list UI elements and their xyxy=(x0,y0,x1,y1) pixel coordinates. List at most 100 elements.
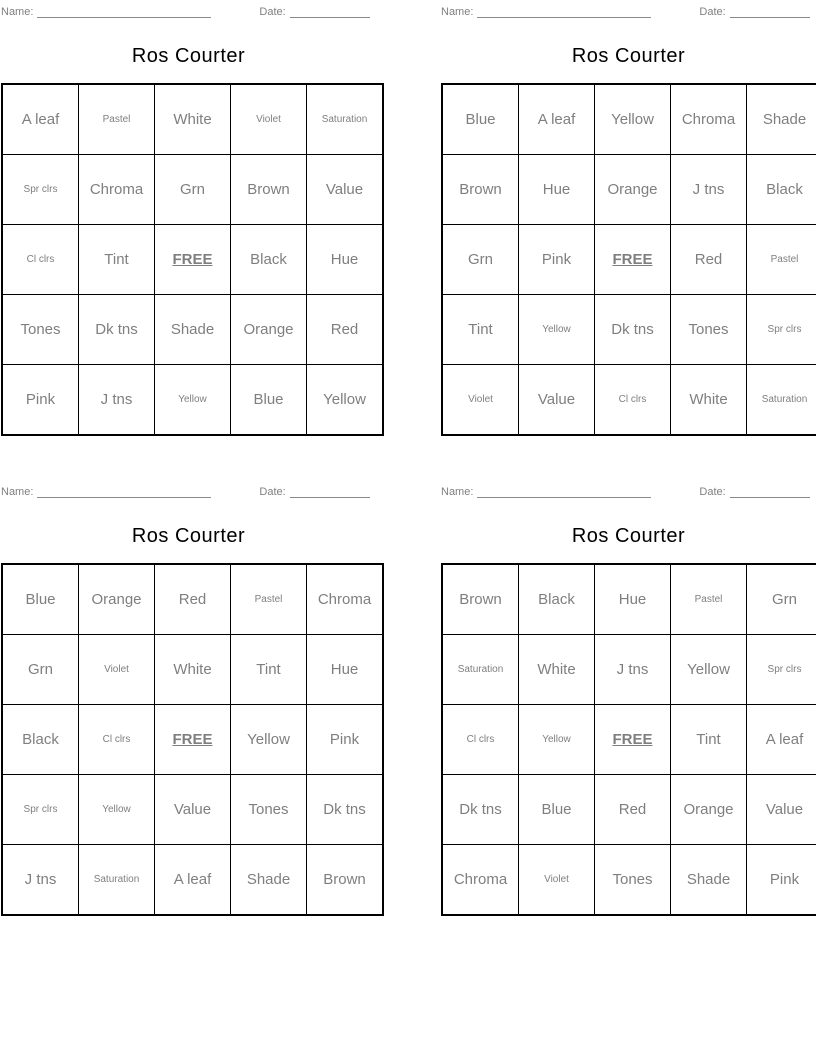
grid-row: Violet Value Cl clrs White Saturation xyxy=(441,364,816,436)
free-cell: FREE xyxy=(154,704,231,775)
bingo-cell: Shade xyxy=(670,844,747,916)
card-header: Name: Date: xyxy=(1,2,376,18)
bingo-cell: Hue xyxy=(306,224,384,295)
bingo-cell: Saturation xyxy=(306,83,384,155)
card-title: Ros Courter xyxy=(131,45,246,67)
name-line xyxy=(37,485,212,498)
bingo-cell: A leaf xyxy=(518,83,595,155)
card-title: Ros Courter xyxy=(571,525,686,547)
bingo-cell: Pink xyxy=(518,224,595,295)
grid-row: Saturation White J tns Yellow Spr clrs xyxy=(441,634,816,705)
bingo-cell: Blue xyxy=(230,364,307,436)
bingo-cell: Red xyxy=(306,294,384,365)
bingo-cell: Yellow xyxy=(230,704,307,775)
card-header: Name: Date: xyxy=(441,2,816,18)
bingo-cell: Chroma xyxy=(670,83,747,155)
bingo-cell: Tones xyxy=(1,294,79,365)
name-label: Name: xyxy=(441,6,474,18)
bingo-cell: Value xyxy=(306,154,384,225)
free-cell: FREE xyxy=(594,224,671,295)
bingo-cell: Red xyxy=(670,224,747,295)
bingo-cell: Saturation xyxy=(78,844,155,916)
bingo-cell: Pastel xyxy=(78,83,155,155)
bingo-cell: Orange xyxy=(670,774,747,845)
bingo-cell: Spr clrs xyxy=(746,294,816,365)
bingo-grid: Blue A leaf Yellow Chroma Shade Brown Hue Orang… xyxy=(441,83,816,436)
grid-row: Pink J tns Yellow Blue Yellow xyxy=(1,364,384,436)
bingo-cell: Yellow xyxy=(78,774,155,845)
name-line xyxy=(477,485,652,498)
bingo-cell: Dk tns xyxy=(306,774,384,845)
bingo-cell: Red xyxy=(594,774,671,845)
bingo-cell: Hue xyxy=(518,154,595,225)
free-cell: FREE xyxy=(594,704,671,775)
date-line xyxy=(289,485,370,498)
bingo-cell: Pastel xyxy=(746,224,816,295)
name-line xyxy=(477,5,652,18)
bingo-cell: Orange xyxy=(230,294,307,365)
bingo-cell: Grn xyxy=(1,634,79,705)
bingo-cell: Shade xyxy=(154,294,231,365)
grid-row: J tns Saturation A leaf Shade Brown xyxy=(1,844,384,916)
card-title: Ros Courter xyxy=(571,45,686,67)
bingo-cell: Spr clrs xyxy=(1,774,79,845)
bingo-cell: Hue xyxy=(306,634,384,705)
bingo-cell: Yellow xyxy=(670,634,747,705)
bingo-cell: Yellow xyxy=(594,83,671,155)
bingo-cell: Brown xyxy=(441,563,519,635)
bingo-cell: Orange xyxy=(594,154,671,225)
bingo-cell: Pastel xyxy=(670,563,747,635)
grid-row: Grn Violet White Tint Hue xyxy=(1,634,384,705)
bingo-cell: Yellow xyxy=(518,294,595,365)
bingo-cell: Violet xyxy=(518,844,595,916)
bingo-cell: Blue xyxy=(1,563,79,635)
bingo-cell: Pink xyxy=(1,364,79,436)
bingo-cell: Cl clrs xyxy=(594,364,671,436)
grid-row: A leaf Pastel White Violet Saturation xyxy=(1,83,384,155)
bingo-cell: A leaf xyxy=(746,704,816,775)
bingo-cell: A leaf xyxy=(1,83,79,155)
bingo-cell: Hue xyxy=(594,563,671,635)
bingo-cell: Brown xyxy=(306,844,384,916)
bingo-cell: Grn xyxy=(154,154,231,225)
bingo-cell: Shade xyxy=(746,83,816,155)
grid-row: Dk tns Blue Red Orange Value xyxy=(441,774,816,845)
grid-row: Chroma Violet Tones Shade Pink xyxy=(441,844,816,916)
bingo-cell: J tns xyxy=(78,364,155,436)
bingo-cell: Blue xyxy=(518,774,595,845)
bingo-cell: Dk tns xyxy=(78,294,155,365)
bingo-cell: Value xyxy=(154,774,231,845)
grid-row: Cl clrs Yellow FREE Tint A leaf xyxy=(441,704,816,775)
bingo-cell: Dk tns xyxy=(594,294,671,365)
bingo-cell: Dk tns xyxy=(441,774,519,845)
free-cell: FREE xyxy=(154,224,231,295)
name-label: Name: xyxy=(1,486,34,498)
name-line xyxy=(37,5,212,18)
date-label: Date: xyxy=(259,6,286,18)
grid-row: Black Cl clrs FREE Yellow Pink xyxy=(1,704,384,775)
date-label: Date: xyxy=(699,486,726,498)
name-label: Name: xyxy=(1,6,34,18)
bingo-cell: Chroma xyxy=(306,563,384,635)
bingo-cell: White xyxy=(670,364,747,436)
bingo-cell: White xyxy=(154,83,231,155)
bingo-cell: Grn xyxy=(746,563,816,635)
bingo-cell: Brown xyxy=(441,154,519,225)
bingo-card: Name: Date: Ros Courter A leaf Pastel Whit… xyxy=(1,2,384,436)
bingo-cell: Cl clrs xyxy=(78,704,155,775)
bingo-cell: Saturation xyxy=(441,634,519,705)
grid-row: Brown Hue Orange J tns Black xyxy=(441,154,816,225)
bingo-cell: Red xyxy=(154,563,231,635)
bingo-cell: Shade xyxy=(230,844,307,916)
bingo-grid: Brown Black Hue Pastel Grn Saturation White J t… xyxy=(441,563,816,916)
bingo-cell: Tones xyxy=(230,774,307,845)
bingo-cell: Orange xyxy=(78,563,155,635)
bingo-cell: Black xyxy=(230,224,307,295)
bingo-cell: J tns xyxy=(594,634,671,705)
bingo-cell: Yellow xyxy=(154,364,231,436)
date-label: Date: xyxy=(259,486,286,498)
card-header: Name: Date: xyxy=(441,482,816,498)
bingo-cell: Yellow xyxy=(518,704,595,775)
grid-row: Blue Orange Red Pastel Chroma xyxy=(1,563,384,635)
